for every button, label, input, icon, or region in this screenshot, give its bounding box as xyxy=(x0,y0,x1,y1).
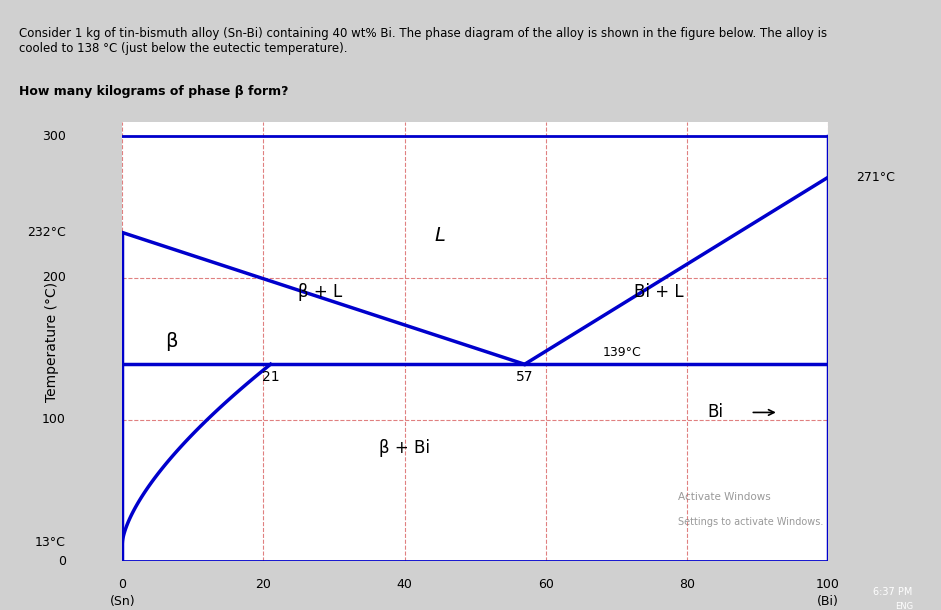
Text: Activate Windows: Activate Windows xyxy=(678,492,771,502)
Text: How many kilograms of phase β form?: How many kilograms of phase β form? xyxy=(19,85,288,98)
Text: 232°C: 232°C xyxy=(27,226,66,239)
Text: 300: 300 xyxy=(42,130,66,143)
Text: (Sn): (Sn) xyxy=(109,595,136,608)
Text: 139°C: 139°C xyxy=(602,346,641,359)
Text: 100: 100 xyxy=(42,413,66,426)
Text: 20: 20 xyxy=(256,578,271,591)
Text: Bi + L: Bi + L xyxy=(634,283,683,301)
Text: 0: 0 xyxy=(119,578,126,591)
Text: Bi: Bi xyxy=(707,403,724,422)
Text: 40: 40 xyxy=(397,578,412,591)
Text: 6:37 PM: 6:37 PM xyxy=(873,587,913,597)
Text: 100: 100 xyxy=(816,578,840,591)
Text: 57: 57 xyxy=(516,370,534,384)
Text: β: β xyxy=(166,332,178,351)
Text: Settings to activate Windows.: Settings to activate Windows. xyxy=(678,517,822,526)
Text: L: L xyxy=(435,226,445,245)
Text: ENG: ENG xyxy=(895,603,913,610)
Text: 13°C: 13°C xyxy=(35,536,66,549)
Text: Consider 1 kg of tin-bismuth alloy (Sn-Bi) containing 40 wt% Bi. The phase diagr: Consider 1 kg of tin-bismuth alloy (Sn-B… xyxy=(19,27,827,55)
Text: 21: 21 xyxy=(262,370,279,384)
Text: 200: 200 xyxy=(42,271,66,284)
Text: 0: 0 xyxy=(57,554,66,568)
Text: 271°C: 271°C xyxy=(856,171,895,184)
Text: β + Bi: β + Bi xyxy=(379,439,430,457)
Text: 80: 80 xyxy=(678,578,695,591)
Text: β + L: β + L xyxy=(297,283,343,301)
Text: 60: 60 xyxy=(538,578,553,591)
Text: (Bi): (Bi) xyxy=(817,595,839,608)
Text: Temperature (°C): Temperature (°C) xyxy=(45,282,58,401)
